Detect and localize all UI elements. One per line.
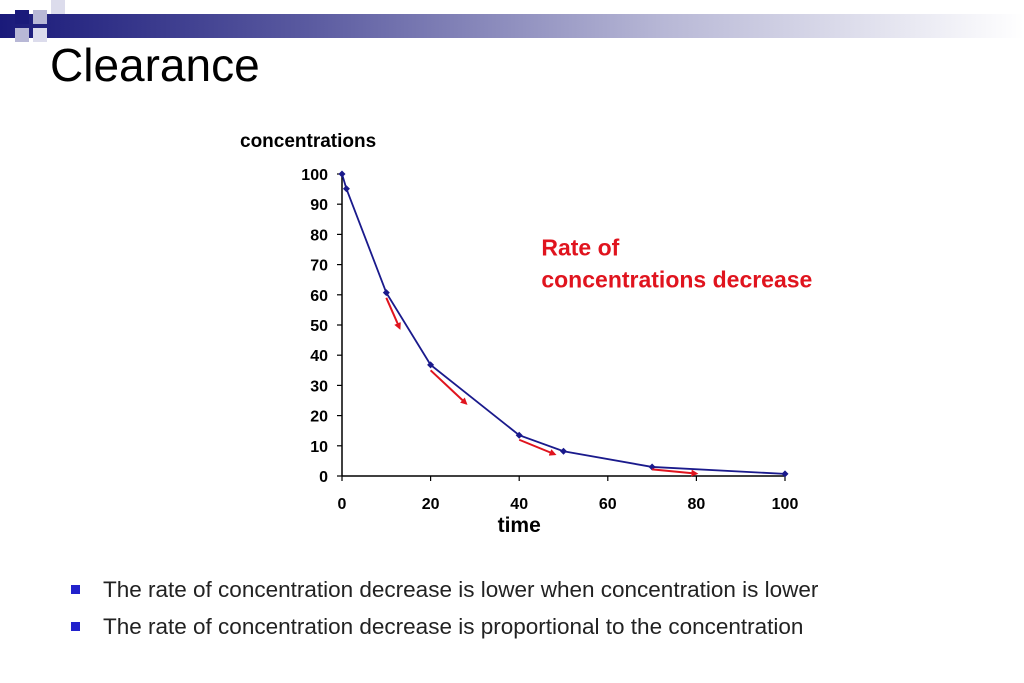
logo-square bbox=[51, 0, 65, 14]
annotation-line-1: Rate of bbox=[541, 235, 619, 261]
bullet-list: The rate of concentration decrease is lo… bbox=[68, 575, 818, 649]
x-tick-label: 20 bbox=[422, 496, 440, 513]
y-tick-label: 60 bbox=[310, 288, 328, 305]
data-point bbox=[342, 185, 350, 193]
rate-arrow bbox=[518, 438, 557, 456]
x-tick-label: 60 bbox=[599, 496, 617, 513]
y-tick-label: 30 bbox=[310, 378, 328, 395]
y-tick-label: 100 bbox=[301, 167, 328, 184]
concentration-series-line bbox=[341, 173, 786, 475]
data-point bbox=[338, 170, 346, 178]
annotation-line-2: concentrations decrease bbox=[541, 267, 812, 293]
bullet-item: The rate of concentration decrease is lo… bbox=[68, 575, 818, 612]
y-tick-label: 90 bbox=[310, 197, 328, 214]
square-bullet-icon bbox=[71, 622, 80, 631]
data-point bbox=[382, 289, 390, 297]
y-tick-label: 50 bbox=[310, 318, 328, 335]
y-tick-label: 80 bbox=[310, 227, 328, 244]
y-tick-label: 70 bbox=[310, 258, 328, 275]
y-tick-label: 40 bbox=[310, 348, 328, 365]
logo-square bbox=[15, 10, 29, 24]
data-point bbox=[781, 470, 789, 478]
logo-square bbox=[33, 28, 47, 42]
concentration-chart: concentrations 0 10 20 30 40 50 60 70 80 90 100 0 20… bbox=[240, 131, 812, 537]
y-tick-label: 20 bbox=[310, 409, 328, 426]
header-gradient-bar bbox=[0, 14, 1024, 38]
x-tick-label: 100 bbox=[772, 496, 799, 513]
x-tick-label: 0 bbox=[338, 496, 347, 513]
bullet-text: The rate of concentration decrease is pr… bbox=[103, 614, 804, 639]
square-bullet-icon bbox=[71, 585, 80, 594]
bullet-text: The rate of concentration decrease is lo… bbox=[103, 577, 819, 602]
x-tick-label: 80 bbox=[688, 496, 706, 513]
data-point bbox=[427, 361, 435, 369]
slide-title: Clearance bbox=[50, 39, 260, 91]
y-axis-label: concentrations bbox=[240, 131, 376, 152]
logo-square bbox=[33, 10, 47, 24]
rate-arrow bbox=[652, 468, 699, 477]
logo-square bbox=[15, 28, 29, 42]
rate-arrow bbox=[429, 369, 468, 405]
rate-arrow bbox=[385, 297, 401, 330]
bullet-item: The rate of concentration decrease is pr… bbox=[68, 612, 818, 649]
x-axis-label: time bbox=[498, 514, 541, 537]
data-point bbox=[560, 447, 567, 455]
y-tick-label: 0 bbox=[319, 469, 328, 486]
data-point bbox=[515, 431, 523, 439]
y-tick-label: 10 bbox=[310, 439, 328, 456]
x-tick-label: 40 bbox=[510, 496, 528, 513]
